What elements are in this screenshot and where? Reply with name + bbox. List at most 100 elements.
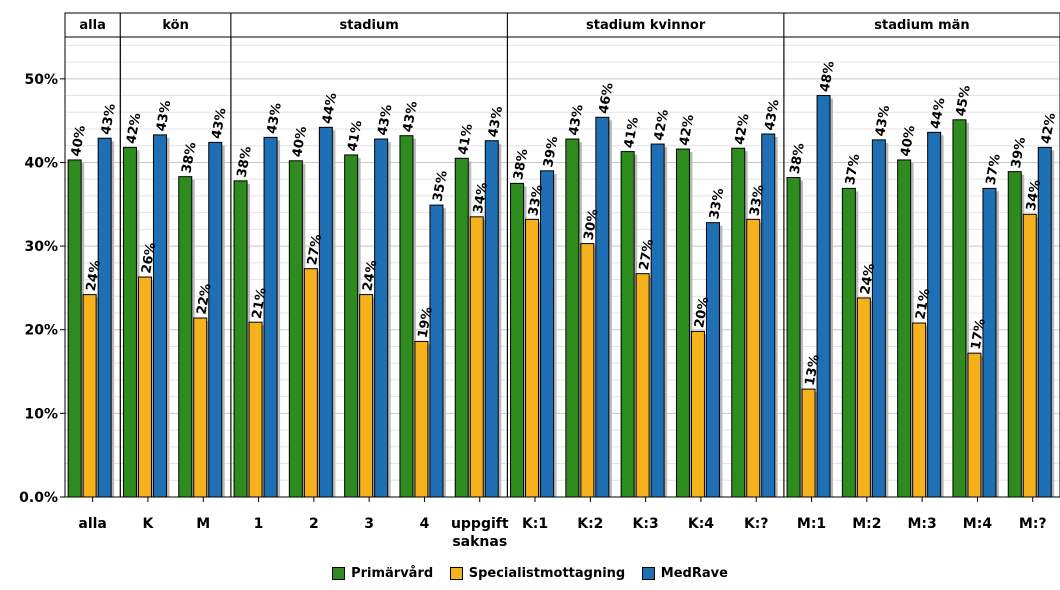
legend-swatch-specialistmottagning [449, 567, 463, 580]
bar [801, 388, 816, 498]
bar [233, 180, 248, 498]
data-label: 38% [179, 141, 199, 174]
x-tick-label: K:? [744, 516, 769, 532]
bar [208, 141, 223, 498]
bar [454, 157, 469, 498]
x-tick-label: uppgift [451, 516, 509, 532]
bar [871, 139, 886, 498]
data-labels: 40%24%43% 42%26%43%38%22%43%38%21%43%40%2… [69, 60, 1059, 387]
legend-label-specialistmottagning: Specialistmottagning [468, 566, 626, 581]
data-label: 42% [677, 114, 697, 147]
data-label: 43% [873, 104, 893, 137]
data-label: 21% [250, 287, 270, 320]
y-tick-label: 0.0% [19, 490, 58, 506]
bar [122, 146, 137, 498]
bar [525, 218, 540, 498]
bar [675, 148, 690, 498]
x-tick-label: K:3 [633, 516, 659, 532]
x-tick-label: K:4 [688, 516, 714, 532]
bar [580, 243, 595, 498]
data-label: 43% [401, 100, 421, 133]
data-label: 24% [360, 259, 380, 292]
x-tick-label: M:4 [963, 516, 993, 532]
data-label: 33% [707, 187, 727, 220]
bar [263, 136, 278, 498]
bar [374, 138, 389, 498]
bar [152, 134, 167, 498]
bar [469, 216, 484, 498]
bar [137, 276, 152, 498]
data-label: 39% [1009, 136, 1029, 169]
grouped-bar-chart: 40%24%43% 42%26%43%38%22%43%38%21%43%40%2… [19, 12, 1060, 550]
data-label: 34% [1024, 179, 1044, 212]
y-tick-label: 50% [24, 72, 58, 88]
data-label: 48% [818, 60, 838, 93]
bar [359, 294, 374, 498]
legend-item-specialistmottagning: Specialistmottagning [449, 566, 626, 581]
bar [248, 321, 263, 498]
data-label: 37% [984, 153, 1004, 186]
data-label: 42% [124, 112, 144, 145]
panel-title: stadium män [874, 18, 969, 33]
axes: 0.0% 10% 20% 30% 40% 50% alla K M 1 2 3 4 uppgift sakn… [19, 72, 1046, 550]
bar [731, 147, 746, 498]
data-label: 38% [788, 142, 808, 175]
data-label: 44% [928, 97, 948, 130]
data-label: 24% [84, 259, 104, 292]
data-label: 39% [541, 135, 561, 168]
data-label: 43% [486, 105, 506, 138]
data-label: 42% [732, 113, 752, 146]
bar [540, 170, 555, 498]
bar [897, 159, 912, 498]
data-label: 43% [375, 103, 395, 136]
data-label: 27% [305, 233, 325, 266]
legend-label-primarvard: Primärvård [351, 566, 434, 581]
bar [288, 160, 303, 498]
data-label: 30% [582, 208, 602, 241]
bar [565, 138, 580, 498]
x-tick-label: 1 [254, 516, 264, 532]
bar [178, 176, 193, 498]
bars [67, 95, 1055, 498]
data-label: 37% [843, 153, 863, 186]
data-label: 40% [69, 124, 89, 157]
panel-title: alla [79, 18, 105, 33]
y-tick-label: 30% [24, 239, 58, 255]
y-tick-label: 20% [24, 323, 58, 339]
data-label: 34% [471, 181, 491, 214]
bar [1007, 171, 1022, 498]
data-label: 43% [209, 107, 229, 140]
bar [982, 187, 997, 498]
bar [303, 268, 318, 498]
data-label: 13% [803, 354, 823, 387]
bar [429, 204, 444, 498]
x-tick-label: alla [78, 516, 107, 532]
data-label: 38% [511, 148, 531, 181]
data-label: 17% [969, 318, 989, 351]
bar [82, 294, 97, 498]
data-label: 43% [265, 102, 285, 135]
panel-header [230, 12, 508, 38]
x-tick-label: K [143, 516, 155, 532]
bar [912, 322, 927, 498]
data-label: 43% [99, 103, 119, 136]
bar [650, 143, 665, 498]
bar [193, 317, 208, 498]
bar [414, 340, 429, 498]
data-label: 42% [652, 108, 672, 141]
x-tick-label: M:2 [852, 516, 881, 532]
data-label: 24% [858, 262, 878, 295]
bar [816, 95, 831, 498]
legend-label-medrave: MedRave [660, 566, 728, 581]
data-label: 41% [345, 119, 365, 152]
bar [97, 137, 112, 498]
data-label: 27% [637, 238, 657, 271]
panel-title: stadium kvinnor [586, 18, 706, 33]
panel-title: kön [162, 18, 188, 33]
data-label: 46% [597, 82, 617, 115]
bar [690, 330, 705, 498]
panel-header [119, 12, 232, 38]
x-tick-label: 4 [420, 516, 430, 532]
bar [510, 182, 525, 498]
panel-header [783, 12, 1060, 38]
